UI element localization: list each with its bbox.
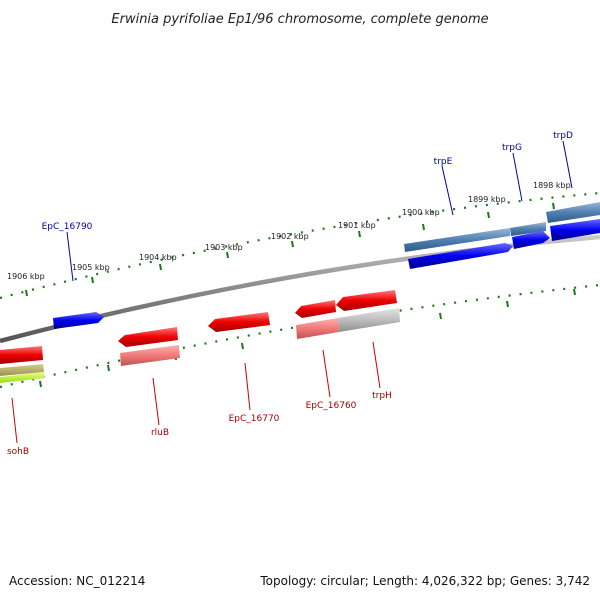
gene-label-EpC_16770[interactable]: EpC_16770 bbox=[229, 414, 280, 424]
gene-label-trpD[interactable]: trpD bbox=[553, 131, 573, 141]
scale-label: 1905 kbp bbox=[72, 263, 110, 272]
accession-label: Accession: NC_012214 bbox=[9, 574, 146, 588]
gene-bar-trpD-context[interactable] bbox=[546, 202, 600, 223]
gene-labels: trpE trpG trpD EpC_16790 sohB rluB EpC_1… bbox=[7, 131, 573, 457]
minus-strand-genes bbox=[0, 290, 400, 383]
gene-bar-sohB-context-2[interactable] bbox=[0, 372, 45, 383]
gene-bar-trpE-context[interactable] bbox=[404, 228, 510, 252]
scale-label: 1906 kbp bbox=[7, 272, 45, 281]
outer-scale-major-ticks bbox=[25, 202, 555, 297]
gene-bar-EpC_16770[interactable] bbox=[208, 312, 270, 332]
gene-bar-EpC_16760-context[interactable] bbox=[296, 318, 339, 339]
gene-label-rluB[interactable]: rluB bbox=[151, 428, 169, 438]
gene-bar-rluB-context[interactable] bbox=[120, 345, 180, 366]
plus-strand-genes bbox=[53, 202, 600, 329]
gene-label-trpG[interactable]: trpG bbox=[502, 143, 522, 153]
gene-label-EpC_16760[interactable]: EpC_16760 bbox=[306, 401, 357, 411]
gene-bar-sohB-context[interactable] bbox=[0, 364, 44, 376]
plus-leader-lines bbox=[66, 140, 573, 282]
gene-label-EpC_16790[interactable]: EpC_16790 bbox=[42, 222, 93, 232]
genome-summary: Topology: circular; Length: 4,026,322 bp… bbox=[260, 574, 590, 588]
gene-label-sohB[interactable]: sohB bbox=[7, 447, 29, 457]
gene-bar-trpG[interactable] bbox=[512, 231, 550, 249]
inner-scale-major-ticks bbox=[39, 288, 576, 388]
scale-label: 1901 kbp bbox=[338, 221, 376, 230]
map-title: Erwinia pyrifoliae Ep1/96 chromosome, co… bbox=[111, 12, 488, 27]
gene-bar-trpH[interactable] bbox=[336, 290, 397, 311]
gene-bar-EpC_16760[interactable] bbox=[295, 300, 336, 318]
gene-bar-trpD[interactable] bbox=[550, 219, 600, 241]
gene-bar-trpG-context[interactable] bbox=[510, 222, 546, 236]
gene-label-trpE[interactable]: trpE bbox=[434, 157, 453, 167]
scale-label: 1904 kbp bbox=[139, 253, 177, 262]
scale-label: 1898 kbp bbox=[533, 181, 571, 190]
gene-bar-rluB[interactable] bbox=[118, 327, 178, 347]
minus-leader-lines bbox=[11, 341, 381, 444]
scale-label: 1902 kbp bbox=[271, 232, 309, 241]
gene-bar-sohB[interactable] bbox=[0, 346, 43, 364]
gene-bar-trpH-context[interactable] bbox=[338, 308, 400, 332]
scale-label: 1903 kbp bbox=[205, 243, 243, 252]
gene-label-trpH[interactable]: trpH bbox=[372, 391, 392, 401]
gene-bar-EpC_16790[interactable] bbox=[53, 312, 104, 329]
gene-bar-trpE[interactable] bbox=[408, 243, 513, 269]
scale-labels: 1906 kbp 1905 kbp 1904 kbp 1903 kbp 1902… bbox=[7, 181, 571, 281]
scale-label: 1899 kbp bbox=[468, 195, 506, 204]
scale-label: 1900 kbp bbox=[402, 208, 440, 217]
